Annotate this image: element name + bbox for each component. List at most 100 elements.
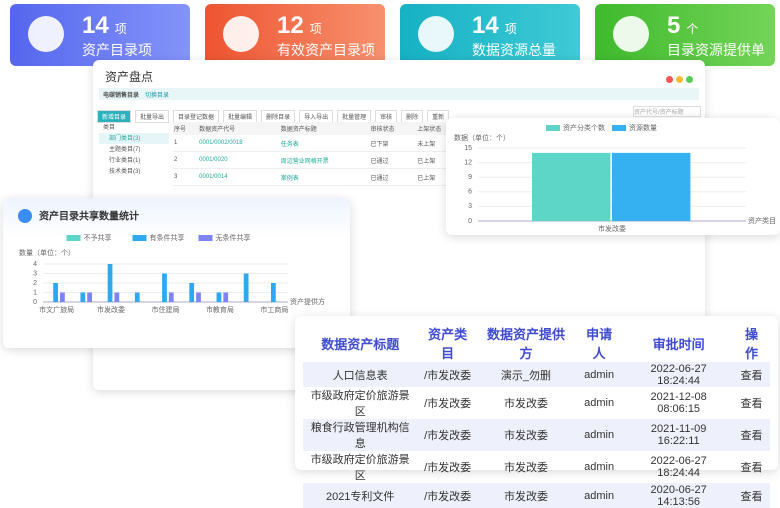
table-cell: 周边营业网格开票 <box>279 151 370 169</box>
title-icon <box>18 209 32 223</box>
legend-swatch <box>132 235 147 241</box>
search-box[interactable]: 资产代号/资产标题 <box>633 106 701 117</box>
view-link[interactable]: 查看 <box>740 398 763 410</box>
stat-label: 资产目录项 <box>82 42 152 58</box>
bar <box>87 292 92 302</box>
bar <box>53 283 58 302</box>
legend-swatch <box>198 235 213 241</box>
y-tick-label: 3 <box>33 270 37 277</box>
tree-node[interactable]: 类目 <box>103 125 116 131</box>
stat-number: 14 项 <box>82 12 127 40</box>
toolbar-button[interactable]: 批量导出 <box>135 110 170 123</box>
tree-node[interactable]: 技术类目(3) <box>109 169 141 175</box>
table-cell: /市发改委 <box>417 362 478 387</box>
chart-card: 资产目录共享数量统计 不予共享 有条件共享 无条件共享 数量（单位：个） 0 1 2 3 4 资产提… <box>3 198 350 348</box>
bar <box>243 273 249 302</box>
y-axis-label: 数据（单位：个） <box>454 133 510 142</box>
table-cell: 已通过 <box>369 151 417 169</box>
stat-card: 5个目录资源提供单位 <box>595 4 775 78</box>
tree-node[interactable]: 部门类目(3) <box>99 133 169 144</box>
bar <box>196 292 201 302</box>
y-tick-label: 12 <box>464 159 472 166</box>
table-cell: 市发改委 <box>477 419 575 451</box>
stat-number: 12 项 <box>277 12 322 40</box>
column-header: 申请人 <box>586 327 613 361</box>
y-tick-label: 2 <box>33 280 37 287</box>
view-link[interactable]: 查看 <box>740 462 763 474</box>
x-tick-label: 市文广旅局 <box>39 305 74 314</box>
tree: 类目部门类目(3) 主题类目(7) 行业类目(1) 技术类目(3) <box>99 122 169 177</box>
stat-number: 14 项 <box>472 12 517 40</box>
window-subtitle: 电碳销售目录 <box>103 93 140 99</box>
stat-unit: 个 <box>686 22 699 36</box>
column-header: 序号 <box>173 122 199 135</box>
table-cell: 已下架 <box>369 135 417 152</box>
table-cell: 2 <box>173 151 199 169</box>
table-cell: 市级政府定价旅游景区 <box>310 454 410 482</box>
table-cell: 2021-11-09 16:22:11 <box>624 419 734 451</box>
table-cell: 任务表 <box>279 135 370 152</box>
y-tick-label: 3 <box>468 203 472 210</box>
y-axis-label: 数量（单位：个） <box>19 248 75 257</box>
table-cell: /市发改委 <box>424 462 472 474</box>
tree-node[interactable]: 行业类目(1) <box>109 158 141 164</box>
table-cell: 市发改委 <box>503 462 548 474</box>
table-cell: 市级政府定价旅游景区 <box>310 390 410 418</box>
approval-table: 数据资产标题 资产类目 数据资产提供方 申请人 审批时间 操作 人口信息表/市发改委 演示_勿… <box>303 324 770 508</box>
table-card: 数据资产标题 资产类目 数据资产提供方 申请人 审批时间 操作 人口信息表/市发改委 演示_勿… <box>295 316 778 508</box>
legend-label: 无条件共享 <box>216 233 251 242</box>
legend-swatch <box>546 125 560 131</box>
table-cell: 0001/0020 <box>198 151 280 169</box>
bar <box>114 292 120 302</box>
y-tick-label: 4 <box>33 261 37 268</box>
view-link[interactable]: 查看 <box>733 419 770 451</box>
switch-link[interactable]: 切换目录 <box>145 93 170 99</box>
x-tick-label: 市住建局 <box>152 305 180 314</box>
table-cell: 2022-06-27 18:24:44 <box>650 455 707 479</box>
bar <box>107 264 113 302</box>
header-row: 序号 数据资产代号 数据资产标题 审核状态 上架状态 <box>173 122 463 135</box>
table-cell: 0001/0002/0018 <box>198 135 280 152</box>
view-link[interactable]: 查看 <box>733 362 770 387</box>
bar <box>80 292 86 302</box>
table-row: 粮食行政管理机构信息/市发改委 市发改委 admin 2021-11-09 16:22… <box>303 419 770 451</box>
table-row: 3 0001/0014 案例表 已通过 已上架 <box>173 168 463 186</box>
table-row: 市级政府定价旅游景区/市发改委 市发改委 admin 2021-12-08 08:06… <box>303 387 770 419</box>
table-cell: 人口信息表 <box>303 362 418 387</box>
y-tick-label: 1 <box>33 289 37 296</box>
stat-label: 数据资源总量 <box>472 42 556 58</box>
table-row: 2 0001/0020 周边营业网格开票 已通过 已上架 <box>173 151 463 169</box>
toolbar-button[interactable]: 新增目录 <box>97 110 132 123</box>
column-header: 资产类目 <box>428 327 468 361</box>
x-tick-label: 市教育局 <box>206 305 234 314</box>
y-tick-label: 6 <box>468 189 472 196</box>
chart-card: 资产分类个数 资源数量 数据（单位：个） 0 3 6 9 12 15 资产类目 市发改委 <box>446 118 780 235</box>
table-row: 市级政府定价旅游景区/市发改委 市发改委 admin 2022-06-27 18:24… <box>303 451 770 483</box>
column-header: 数据资产标题 <box>279 122 370 135</box>
column-header: 审核状态 <box>369 122 417 135</box>
header-row: 数据资产标题 资产类目 数据资产提供方 申请人 审批时间 操作 <box>303 324 770 362</box>
table-cell: 演示_勿删 <box>477 362 575 387</box>
bar <box>223 292 229 302</box>
legend-swatch <box>66 235 81 241</box>
y-tick-label: 9 <box>468 174 472 181</box>
table-cell: 0001/0014 <box>198 168 280 186</box>
y-tick-label: 15 <box>464 145 472 152</box>
view-link[interactable]: 查看 <box>733 483 770 508</box>
bar <box>216 292 222 302</box>
table-cell: 2021-12-08 08:06:15 <box>650 391 707 415</box>
stat-unit: 项 <box>114 22 127 36</box>
stat-value: 5 <box>667 12 681 39</box>
table-cell: 2021专利文件 <box>303 483 418 508</box>
window-title: 资产盘点 <box>105 70 154 84</box>
column-header: 数据资产标题 <box>321 336 400 352</box>
table-cell: 粮食行政管理机构信息 <box>303 419 418 451</box>
x-axis-label: 资产类目 <box>748 216 776 225</box>
tree-node[interactable]: 主题类目(7) <box>109 147 141 153</box>
bar <box>189 283 195 302</box>
bar <box>612 152 691 221</box>
window-dots <box>663 70 693 88</box>
stat-value: 12 <box>277 12 304 39</box>
stat-unit: 项 <box>504 22 517 36</box>
